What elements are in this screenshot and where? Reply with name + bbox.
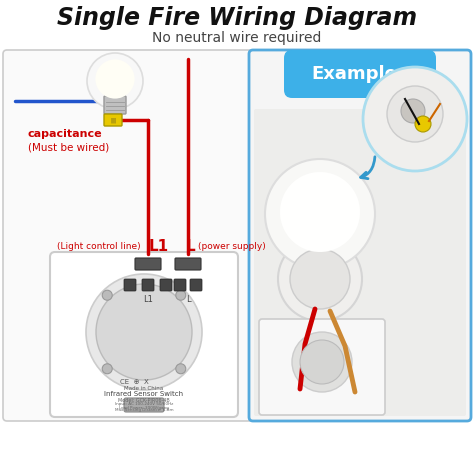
Circle shape — [300, 340, 344, 384]
FancyBboxPatch shape — [249, 50, 471, 421]
FancyBboxPatch shape — [259, 319, 385, 415]
FancyBboxPatch shape — [124, 279, 136, 291]
Circle shape — [265, 159, 375, 269]
Circle shape — [176, 364, 186, 374]
Text: CE  ⊕  X: CE ⊕ X — [119, 379, 148, 385]
Circle shape — [87, 53, 143, 109]
FancyBboxPatch shape — [135, 258, 161, 270]
Circle shape — [280, 172, 360, 252]
Text: (Must be wired): (Must be wired) — [28, 142, 109, 152]
FancyBboxPatch shape — [50, 252, 238, 417]
FancyBboxPatch shape — [284, 50, 436, 98]
Text: Max Sensing Distance: 6-8m: Max Sensing Distance: 6-8m — [115, 409, 173, 412]
Text: Single Fire Wiring Diagram: Single Fire Wiring Diagram — [57, 6, 417, 30]
Circle shape — [363, 67, 467, 171]
Circle shape — [96, 284, 192, 380]
Circle shape — [102, 364, 112, 374]
Text: No neutral wire required: No neutral wire required — [152, 31, 322, 45]
FancyBboxPatch shape — [124, 398, 164, 412]
FancyBboxPatch shape — [142, 279, 154, 291]
Text: Load Power: 300W/gang: Load Power: 300W/gang — [119, 405, 169, 410]
Circle shape — [387, 86, 443, 142]
FancyBboxPatch shape — [175, 258, 201, 270]
Text: L: L — [186, 295, 191, 304]
Circle shape — [290, 249, 350, 309]
FancyBboxPatch shape — [104, 96, 126, 114]
Text: L: L — [186, 238, 196, 254]
FancyBboxPatch shape — [3, 50, 252, 421]
FancyBboxPatch shape — [160, 279, 172, 291]
Text: Examples: Examples — [312, 65, 408, 83]
Circle shape — [278, 237, 362, 321]
Text: Infrared Sensor Switch: Infrared Sensor Switch — [104, 391, 183, 397]
Circle shape — [401, 99, 425, 123]
FancyArrowPatch shape — [361, 157, 375, 179]
Text: (Light control line): (Light control line) — [57, 241, 144, 250]
Text: Input: AC 100-240V 50/60Hz: Input: AC 100-240V 50/60Hz — [115, 402, 173, 406]
FancyBboxPatch shape — [174, 279, 186, 291]
Circle shape — [102, 290, 112, 300]
Circle shape — [292, 332, 352, 392]
Text: L1: L1 — [143, 295, 153, 304]
Circle shape — [176, 290, 186, 300]
FancyBboxPatch shape — [104, 114, 122, 126]
Text: L1: L1 — [149, 238, 169, 254]
Circle shape — [415, 116, 431, 132]
Text: capacitance: capacitance — [28, 129, 103, 139]
FancyBboxPatch shape — [190, 279, 202, 291]
Text: |||: ||| — [110, 117, 116, 123]
Circle shape — [95, 59, 135, 99]
Text: Model: GCK-PIR06-4B: Model: GCK-PIR06-4B — [118, 398, 170, 402]
Circle shape — [86, 274, 202, 390]
Text: Made in China: Made in China — [124, 385, 164, 391]
FancyBboxPatch shape — [254, 109, 466, 416]
Text: (power supply): (power supply) — [198, 241, 266, 250]
